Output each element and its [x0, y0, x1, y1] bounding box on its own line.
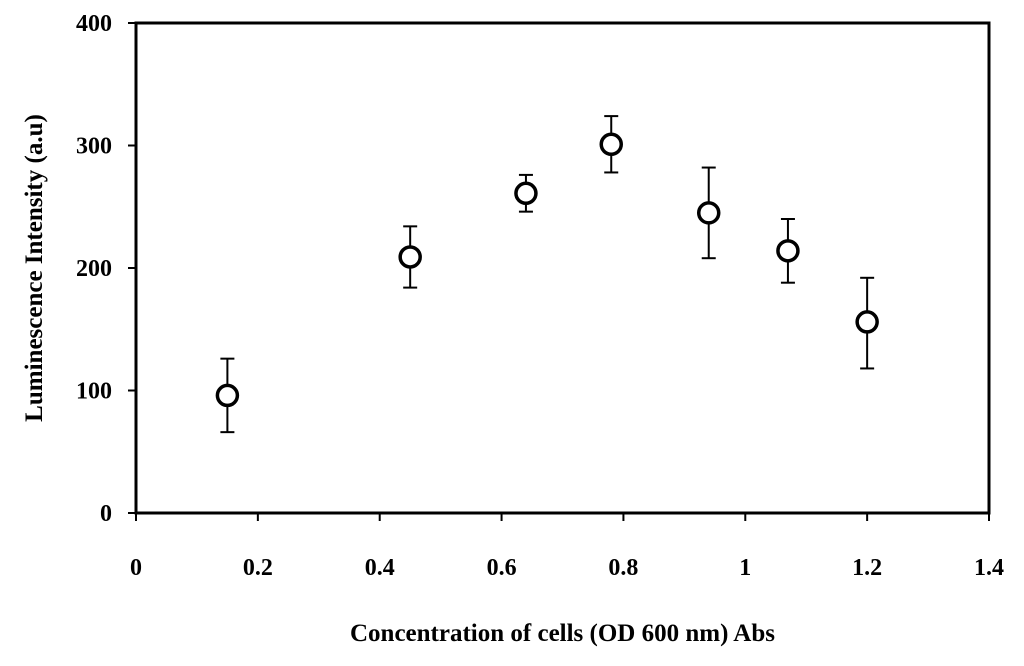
y-tick-label: 100: [76, 379, 112, 405]
y-tick-label: 300: [76, 134, 112, 160]
data-point: [599, 132, 623, 157]
data-point: [776, 239, 800, 263]
x-tick-label: 0: [130, 555, 142, 581]
plot-frame: [134, 21, 991, 515]
data-point: [398, 245, 422, 269]
x-tick-label: 0.2: [243, 555, 273, 581]
x-tick-label: 1.4: [974, 555, 1004, 581]
x-tick-label: 1.2: [852, 555, 882, 581]
y-tick-label: 0: [100, 501, 112, 527]
x-axis-ticks: 0 0.2 0.4 0.6 0.8 1 1.2 1.4: [130, 513, 1004, 581]
y-axis-title: Luminescence Intensity (a.u): [21, 114, 48, 422]
y-tick-label: 200: [76, 256, 112, 282]
axes: [134, 21, 991, 515]
data-point: [514, 181, 538, 206]
data-point: [215, 383, 240, 408]
x-tick-label: 0.8: [608, 555, 638, 581]
x-tick-label: 0.6: [487, 555, 517, 581]
x-tick-label: 0.4: [365, 555, 395, 581]
data-point: [696, 201, 721, 225]
x-axis-title: Concentration of cells (OD 600 nm) Abs: [350, 620, 775, 647]
y-axis-ticks: 0 100 200 300 400: [76, 11, 136, 527]
error-bars: [220, 115, 875, 434]
y-tick-label: 400: [76, 11, 112, 37]
data-point: [855, 310, 879, 334]
x-tick-label: 1: [739, 555, 751, 581]
data-points: [215, 132, 879, 408]
